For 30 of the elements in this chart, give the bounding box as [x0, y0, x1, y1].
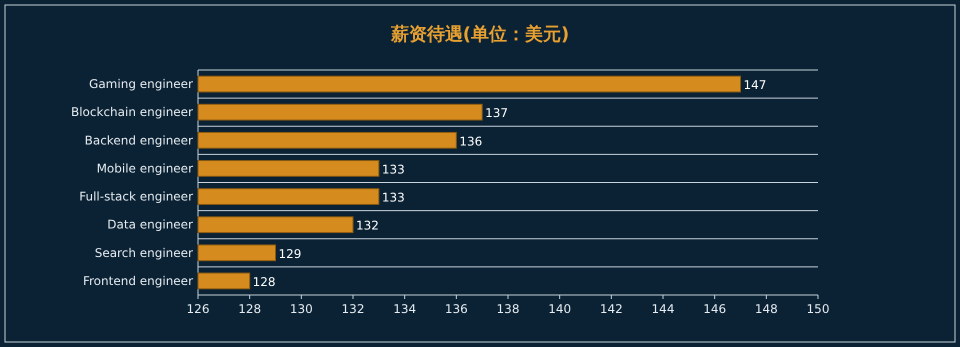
x-tick-label: 146 [703, 302, 726, 316]
y-tick-label: Blockchain engineer [70, 105, 194, 120]
y-tick-label: Gaming engineer [89, 77, 194, 92]
x-tick-label: 144 [652, 302, 674, 316]
y-tick-label: Search engineer [94, 246, 194, 260]
data-label: 132 [356, 218, 379, 233]
y-tick-label: Full-stack engineer [79, 190, 194, 204]
data-label: 137 [485, 106, 508, 120]
y-tick-label: Data engineer [107, 218, 194, 232]
chart-title: 薪资待遇(单位：美元) [390, 24, 570, 45]
x-tick-label: 138 [496, 302, 520, 316]
x-tick-label: 132 [342, 302, 364, 316]
data-label: 128 [252, 274, 276, 289]
x-tick-label: 142 [600, 302, 623, 316]
y-tick-label: Backend engineer [84, 133, 194, 148]
x-tick-label: 134 [393, 302, 416, 316]
x-tick-label: 126 [186, 302, 210, 316]
x-tick-label: 130 [290, 302, 313, 316]
y-tick-label: Frontend engineer [82, 274, 194, 288]
x-tick-label: 136 [444, 302, 468, 316]
x-tick-label: 140 [548, 302, 572, 316]
x-tick-label: 150 [806, 302, 830, 316]
y-tick-label: Mobile engineer [96, 161, 194, 176]
data-label: 147 [744, 78, 766, 92]
data-label: 129 [278, 246, 302, 261]
x-tick-label: 128 [238, 302, 262, 316]
data-label: 133 [382, 190, 405, 205]
data-label: 136 [459, 134, 482, 148]
data-label: 133 [382, 162, 405, 176]
x-tick-label: 148 [754, 302, 778, 316]
